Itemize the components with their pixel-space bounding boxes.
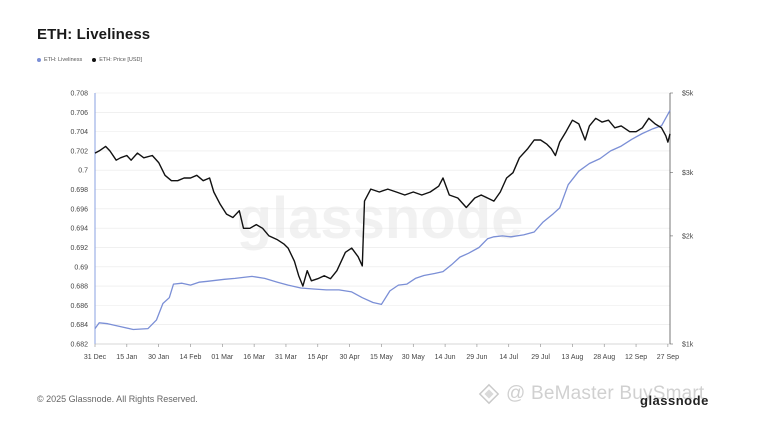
background-brand-watermark: glassnode <box>237 186 524 251</box>
y-left-tick-label: 0.686 <box>70 303 88 310</box>
grid-lines <box>95 92 670 345</box>
x-tick-label: 16 Mar <box>243 354 265 361</box>
y-left-tick-label: 0.704 <box>70 129 88 136</box>
x-tick-label: 29 Jul <box>531 354 550 361</box>
legend-label-price: ETH: Price [USD] <box>99 57 143 63</box>
y-left-tick-label: 0.702 <box>70 148 88 155</box>
copyright-text: © 2025 Glassnode. All Rights Reserved. <box>37 394 198 404</box>
brand-logo: glassnode <box>640 393 709 408</box>
x-tick-label: 29 Jun <box>466 354 487 361</box>
y-left-tick-label: 0.692 <box>70 245 88 252</box>
y-left-tick-label: 0.694 <box>70 226 88 233</box>
y-right-tick-label: $1k <box>682 342 694 349</box>
x-tick-label: 30 Apr <box>339 354 360 361</box>
y-left-tick-label: 0.698 <box>70 187 88 194</box>
x-tick-label: 31 Mar <box>275 354 297 361</box>
y-left-tick-label: 0.706 <box>70 110 88 117</box>
legend-label-liveliness: ETH: Liveliness <box>44 57 83 63</box>
x-tick-label: 15 Apr <box>308 354 329 361</box>
x-tick-label: 27 Sep <box>657 354 679 361</box>
y-right-tick-label: $5k <box>682 91 694 98</box>
y-left-tick-label: 0.696 <box>70 206 88 213</box>
series-line-liveliness <box>94 110 671 331</box>
x-tick-label: 13 Aug <box>561 354 583 361</box>
overlay-watermark: @ BeMaster BuySmart <box>478 383 704 405</box>
x-tick-label: 14 Jul <box>499 354 518 361</box>
x-tick-label: 15 May <box>370 354 393 361</box>
y-right-tick-label: $2k <box>682 233 694 240</box>
diamond-logo-icon <box>478 383 500 405</box>
y-right-tick-label: $3k <box>682 170 694 177</box>
x-tick-label: 14 Jun <box>435 354 456 361</box>
y-left-tick-label: 0.682 <box>70 342 88 349</box>
y-left-tick-label: 0.708 <box>70 91 88 98</box>
x-tick-label: 28 Aug <box>593 354 615 361</box>
legend-swatch-price <box>92 58 97 62</box>
series-line-price <box>94 117 671 287</box>
chart-title: ETH: Liveliness <box>37 26 151 43</box>
y-left-tick-label: 0.69 <box>74 264 88 271</box>
x-tick-label: 30 Jan <box>148 354 169 361</box>
x-tick-label: 15 Jan <box>116 354 137 361</box>
y-left-tick-label: 0.684 <box>70 322 88 329</box>
y-left-tick-label: 0.688 <box>70 284 88 291</box>
legend-item-liveliness[interactable]: ETH: Liveliness <box>37 57 82 63</box>
x-tick-label: 31 Dec <box>84 354 107 361</box>
legend-swatch-liveliness <box>37 58 41 62</box>
x-tick-label: 12 Sep <box>625 354 647 361</box>
series-layer <box>94 110 671 331</box>
x-tick-label: 14 Feb <box>180 354 202 361</box>
x-tick-label: 30 May <box>402 354 425 361</box>
x-tick-label: 01 Mar <box>211 354 233 361</box>
tick-labels: 0.708 0.706 0.704 0.702 0.7 0.698 0.696 0.694 0.… <box>70 91 693 362</box>
watermark-text: @ BeMaster BuySmart <box>506 383 705 404</box>
chart-legend: ETH: Liveliness ETH: Price [USD] <box>37 57 142 63</box>
y-left-tick-label: 0.7 <box>78 168 88 175</box>
legend-item-price[interactable]: ETH: Price [USD] <box>92 57 142 63</box>
